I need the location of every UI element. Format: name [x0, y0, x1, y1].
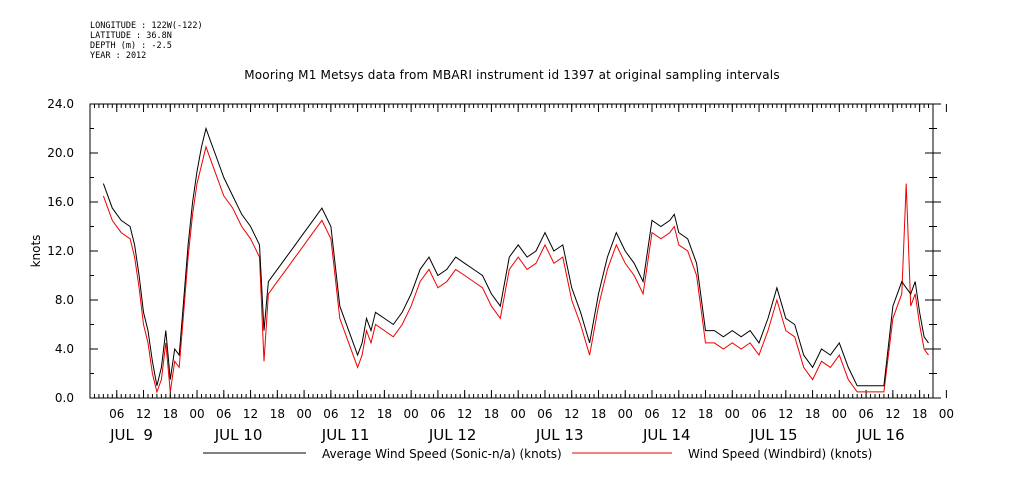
day-label: JUL 15 [749, 426, 798, 444]
y-tick-label: 20.0 [47, 146, 74, 160]
y-tick-label: 8.0 [55, 293, 74, 307]
x-tick-label: 00 [296, 407, 311, 421]
legend-label: Average Wind Speed (Sonic-n/a) (knots) [322, 447, 562, 461]
x-tick-label: 12 [778, 407, 793, 421]
x-tick-label: 06 [109, 407, 124, 421]
x-tick-label: 06 [537, 407, 552, 421]
x-tick-label: 00 [511, 407, 526, 421]
x-tick-label: 06 [751, 407, 766, 421]
x-tick-label: 12 [671, 407, 686, 421]
x-tick-label: 06 [858, 407, 873, 421]
x-tick-label: 00 [189, 407, 204, 421]
x-tick-label: 18 [484, 407, 499, 421]
x-tick-label: 12 [885, 407, 900, 421]
y-tick-label: 16.0 [47, 195, 74, 209]
y-tick-label: 4.0 [55, 342, 74, 356]
y-axis-label: knots [29, 235, 43, 268]
x-tick-label: 00 [832, 407, 847, 421]
x-tick-label: 00 [618, 407, 633, 421]
x-tick-label: 18 [270, 407, 285, 421]
x-tick-label: 18 [591, 407, 606, 421]
x-tick-label: 18 [912, 407, 927, 421]
depth-label: DEPTH (m) : -2.5 [90, 41, 172, 51]
x-tick-label: 06 [216, 407, 231, 421]
x-tick-label: 06 [430, 407, 445, 421]
x-tick-label: 18 [163, 407, 178, 421]
axes: 06 12 18 00 06 12 18 00 06 12 18 00 06 12 18 00 06 12 18 00… [29, 97, 954, 444]
longitude-label: LONGITUDE : 122W(-122) [90, 21, 203, 31]
x-tick-label: 00 [404, 407, 419, 421]
day-label: JUL 14 [642, 426, 691, 444]
x-tick-label: 00 [725, 407, 740, 421]
metadata-block: LONGITUDE : 122W(-122) LATITUDE : 36.8N … [90, 21, 203, 61]
x-tick-label: 18 [377, 407, 392, 421]
day-label: JUL 11 [321, 426, 370, 444]
plot-frame [89, 103, 934, 399]
legend-label: Wind Speed (Windbird) (knots) [688, 447, 872, 461]
x-tick-label: 06 [323, 407, 338, 421]
x-tick-label: 12 [136, 407, 151, 421]
day-label: JUL 10 [214, 426, 263, 444]
x-tick-label: 18 [698, 407, 713, 421]
x-tick-label: 00 [939, 407, 954, 421]
y-tick-label: 0.0 [55, 391, 74, 405]
x-tick-label: 06 [644, 407, 659, 421]
day-label: JUL 16 [856, 426, 905, 444]
series-group [102, 126, 929, 394]
y-tick-label: 24.0 [47, 97, 74, 111]
chart-title: Mooring M1 Metsys data from MBARI instru… [244, 68, 780, 82]
series-line-average-sonic [102, 126, 929, 387]
x-tick-label: 12 [350, 407, 365, 421]
x-tick-label: 12 [457, 407, 472, 421]
legend: Average Wind Speed (Sonic-n/a) (knots) Wi… [203, 447, 872, 461]
y-tick-label: 12.0 [47, 244, 74, 258]
year-label: YEAR : 2012 [90, 51, 147, 61]
day-label: JUL 9 [109, 426, 153, 444]
x-tick-label: 18 [805, 407, 820, 421]
day-label: JUL 12 [428, 426, 477, 444]
series-line-windbird [102, 145, 929, 394]
latitude-label: LATITUDE : 36.8N [90, 31, 172, 41]
x-tick-label: 12 [243, 407, 258, 421]
x-tick-label: 12 [564, 407, 579, 421]
day-label: JUL 13 [535, 426, 584, 444]
